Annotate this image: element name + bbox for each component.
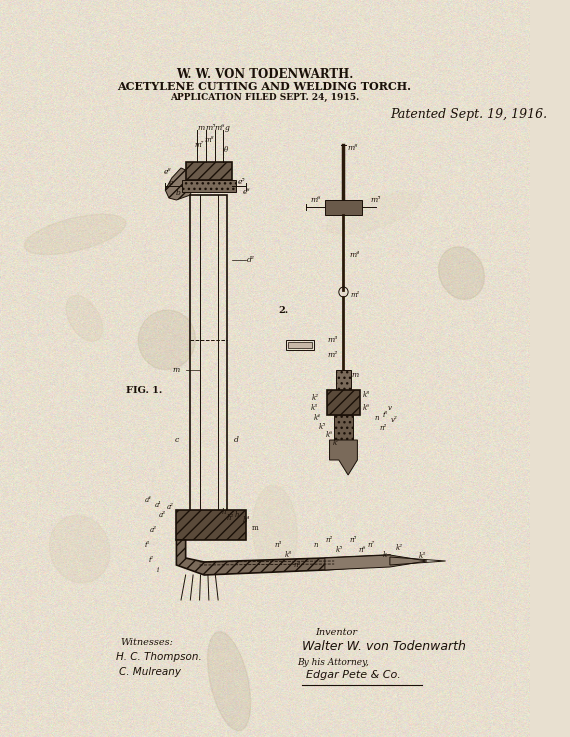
- Text: i⁸: i⁸: [382, 411, 388, 419]
- Text: Inventor: Inventor: [316, 628, 357, 637]
- Text: a³: a³: [150, 526, 157, 534]
- Text: θ: θ: [225, 146, 229, 154]
- Text: n: n: [374, 414, 379, 422]
- Bar: [336, 370, 351, 390]
- Text: m: m: [173, 366, 180, 374]
- Text: m: m: [198, 124, 205, 132]
- Text: d²: d²: [247, 256, 255, 264]
- Text: m: m: [252, 524, 259, 532]
- Text: n⁶: n⁶: [359, 546, 366, 554]
- Text: a²: a²: [166, 503, 173, 511]
- Text: h²: h²: [227, 514, 234, 522]
- Bar: [176, 510, 246, 540]
- Ellipse shape: [50, 515, 110, 583]
- Text: k⁴: k⁴: [314, 414, 321, 422]
- Text: m⁸: m⁸: [204, 136, 214, 144]
- Text: m: m: [352, 371, 359, 379]
- Text: m⁵: m⁵: [371, 196, 381, 204]
- Text: m⁴: m⁴: [349, 251, 360, 259]
- Bar: [334, 415, 353, 440]
- Ellipse shape: [253, 485, 297, 576]
- Text: h: h: [234, 511, 239, 519]
- Text: W. W. VON TODENWARTH.: W. W. VON TODENWARTH.: [176, 68, 353, 81]
- Text: c: c: [174, 436, 178, 444]
- Text: n⁷: n⁷: [368, 541, 375, 549]
- Text: By his Attorney,: By his Attorney,: [297, 658, 369, 667]
- Text: b: b: [176, 189, 181, 197]
- Text: k²: k²: [396, 544, 402, 552]
- Ellipse shape: [66, 296, 103, 341]
- Ellipse shape: [326, 192, 422, 234]
- Text: Edgar Pete & Co.: Edgar Pete & Co.: [306, 670, 401, 680]
- Text: m⁶: m⁶: [215, 124, 225, 132]
- Bar: [190, 195, 227, 530]
- Text: m⁷: m⁷: [195, 141, 204, 149]
- Text: Patented Sept. 19, 1916.: Patented Sept. 19, 1916.: [390, 108, 547, 121]
- Bar: [182, 180, 236, 192]
- Bar: [186, 162, 232, 180]
- Text: e: e: [169, 179, 173, 187]
- Text: n⁴: n⁴: [294, 561, 301, 569]
- Text: H. C. Thompson.: H. C. Thompson.: [116, 652, 202, 662]
- Text: h⁴: h⁴: [242, 516, 250, 524]
- Bar: [288, 342, 312, 348]
- Bar: [286, 340, 314, 350]
- Text: m¹: m¹: [351, 291, 360, 299]
- Text: v: v: [388, 404, 392, 412]
- Text: Walter W. von Todenwarth: Walter W. von Todenwarth: [302, 640, 466, 653]
- Text: APPLICATION FILED SEPT. 24, 1915.: APPLICATION FILED SEPT. 24, 1915.: [170, 93, 359, 102]
- Text: ACETYLENE CUTTING AND WELDING TORCH.: ACETYLENE CUTTING AND WELDING TORCH.: [117, 81, 412, 92]
- Text: k⁸: k⁸: [284, 551, 291, 559]
- Text: FIG. 1.: FIG. 1.: [126, 385, 162, 394]
- Ellipse shape: [207, 632, 251, 730]
- Ellipse shape: [25, 214, 126, 254]
- Text: k³: k³: [419, 552, 426, 560]
- Text: d: d: [234, 436, 239, 444]
- Bar: [325, 200, 362, 215]
- Polygon shape: [329, 440, 357, 475]
- Text: i: i: [157, 566, 159, 574]
- Text: k⁶: k⁶: [326, 431, 333, 439]
- Text: e⁵: e⁵: [238, 178, 245, 186]
- Text: g: g: [225, 124, 230, 132]
- Text: a⁴: a⁴: [145, 496, 152, 504]
- Polygon shape: [176, 540, 390, 575]
- Text: a³: a³: [159, 511, 166, 519]
- Text: n²: n²: [380, 424, 387, 432]
- Text: e⁸: e⁸: [164, 168, 171, 176]
- Text: m³: m³: [327, 336, 337, 344]
- Text: k³: k³: [310, 404, 317, 412]
- Text: m⁸: m⁸: [348, 144, 358, 152]
- Text: i²: i²: [149, 556, 154, 564]
- Text: n²: n²: [326, 536, 333, 544]
- Text: n⁵: n⁵: [349, 536, 356, 544]
- Text: k⁶: k⁶: [363, 404, 370, 412]
- Ellipse shape: [139, 310, 196, 370]
- Polygon shape: [325, 555, 427, 570]
- Text: k⁵: k⁵: [335, 546, 343, 554]
- Text: C. Mulreany: C. Mulreany: [119, 667, 181, 677]
- Text: k⁵: k⁵: [319, 423, 325, 431]
- Ellipse shape: [438, 247, 484, 299]
- Text: 2.: 2.: [278, 306, 288, 315]
- Text: n³: n³: [275, 541, 282, 549]
- Bar: [327, 390, 360, 415]
- Text: m⁶: m⁶: [311, 196, 321, 204]
- Text: h¹: h¹: [222, 508, 229, 516]
- Text: k: k: [383, 551, 388, 559]
- Text: v²: v²: [391, 416, 398, 424]
- Text: k⁸: k⁸: [363, 391, 370, 399]
- Text: k²: k²: [312, 394, 319, 402]
- Text: i³: i³: [144, 541, 149, 549]
- Polygon shape: [165, 168, 193, 200]
- Text: Witnesses:: Witnesses:: [121, 638, 173, 647]
- Text: e⁶: e⁶: [242, 188, 250, 196]
- Text: n: n: [314, 541, 318, 549]
- Text: a¹: a¹: [154, 501, 161, 509]
- Text: k⁷: k⁷: [332, 439, 340, 447]
- Text: m²: m²: [327, 351, 337, 359]
- Text: m⁵: m⁵: [206, 124, 216, 132]
